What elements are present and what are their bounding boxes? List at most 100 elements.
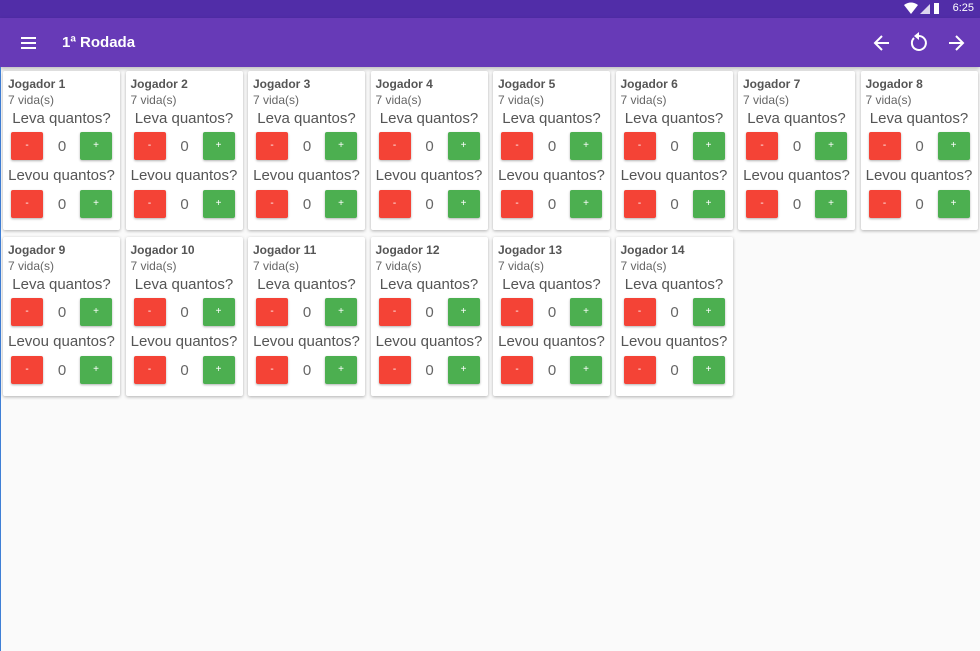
- player-lives: 7 vida(s): [498, 259, 545, 273]
- won-value: 0: [792, 196, 802, 213]
- bid-minus-button[interactable]: -: [256, 298, 288, 326]
- won-plus-button[interactable]: +: [202, 190, 235, 218]
- won-plus-button[interactable]: +: [325, 190, 357, 218]
- bid-plus-button[interactable]: +: [202, 298, 235, 326]
- bid-label: Leva quantos?: [624, 276, 724, 293]
- clock: 6:25: [952, 2, 974, 14]
- won-minus-button[interactable]: -: [11, 190, 43, 218]
- won-minus-button[interactable]: -: [623, 356, 656, 384]
- won-plus-button[interactable]: +: [325, 356, 357, 384]
- won-label: Levou quantos?: [375, 333, 483, 350]
- bid-minus-button[interactable]: -: [501, 132, 533, 160]
- bid-label: Leva quantos?: [12, 276, 111, 293]
- bid-minus-button[interactable]: -: [378, 132, 411, 160]
- bid-label: Leva quantos?: [379, 110, 479, 127]
- player-name: Jogador 5: [498, 77, 556, 91]
- bid-plus-button[interactable]: +: [325, 298, 357, 326]
- bid-value: 0: [425, 138, 434, 155]
- bid-label: Leva quantos?: [747, 110, 846, 127]
- won-value: 0: [670, 196, 679, 213]
- won-minus-button[interactable]: -: [133, 356, 166, 384]
- bid-plus-button[interactable]: +: [570, 132, 602, 160]
- won-plus-button[interactable]: +: [692, 190, 725, 218]
- won-plus-button[interactable]: +: [570, 190, 602, 218]
- player-lives: 7 vida(s): [130, 259, 177, 273]
- won-label: Levou quantos?: [253, 167, 360, 184]
- bid-minus-button[interactable]: -: [746, 132, 778, 160]
- bid-minus-button[interactable]: -: [256, 132, 288, 160]
- won-minus-button[interactable]: -: [378, 356, 411, 384]
- won-plus-button[interactable]: +: [447, 190, 480, 218]
- won-label: Levou quantos?: [743, 167, 850, 184]
- menu-button[interactable]: [20, 36, 38, 50]
- bid-plus-button[interactable]: +: [80, 298, 112, 326]
- bid-value: 0: [57, 304, 67, 321]
- won-label: Levou quantos?: [865, 167, 973, 184]
- bid-value: 0: [670, 304, 679, 321]
- won-minus-button[interactable]: -: [11, 356, 43, 384]
- won-plus-button[interactable]: +: [692, 356, 725, 384]
- player-name: Jogador 9: [8, 243, 66, 257]
- bid-plus-button[interactable]: +: [325, 132, 357, 160]
- bid-minus-button[interactable]: -: [378, 298, 411, 326]
- won-plus-button[interactable]: +: [80, 190, 112, 218]
- won-label: Levou quantos?: [8, 167, 115, 184]
- player-card: Jogador 11 7 vida(s) Leva quantos? -0 + Levou…: [248, 237, 365, 396]
- bid-minus-button[interactable]: -: [868, 132, 901, 160]
- won-plus-button[interactable]: +: [570, 356, 602, 384]
- bid-value: 0: [425, 304, 434, 321]
- reset-button[interactable]: [908, 32, 930, 54]
- bid-plus-button[interactable]: +: [202, 132, 235, 160]
- won-plus-button[interactable]: +: [80, 356, 112, 384]
- won-value: 0: [180, 362, 189, 379]
- app-bar: 1ª Rodada: [0, 18, 980, 67]
- bid-plus-button[interactable]: +: [692, 298, 725, 326]
- player-name: Jogador 12: [375, 243, 440, 257]
- won-minus-button[interactable]: -: [133, 190, 166, 218]
- bid-label: Leva quantos?: [502, 110, 601, 127]
- bid-label: Leva quantos?: [379, 276, 479, 293]
- bid-plus-button[interactable]: +: [80, 132, 112, 160]
- won-plus-button[interactable]: +: [937, 190, 970, 218]
- player-name: Jogador 7: [743, 77, 801, 91]
- won-minus-button[interactable]: -: [623, 190, 656, 218]
- bid-value: 0: [180, 304, 189, 321]
- bid-plus-button[interactable]: +: [692, 132, 725, 160]
- bid-label: Leva quantos?: [134, 110, 234, 127]
- won-minus-button[interactable]: -: [256, 356, 288, 384]
- player-name: Jogador 1: [8, 77, 66, 91]
- won-minus-button[interactable]: -: [868, 190, 901, 218]
- bid-plus-button[interactable]: +: [937, 132, 970, 160]
- bid-plus-button[interactable]: +: [447, 298, 480, 326]
- won-value: 0: [425, 362, 434, 379]
- won-value: 0: [547, 196, 557, 213]
- won-minus-button[interactable]: -: [256, 190, 288, 218]
- won-value: 0: [915, 196, 924, 213]
- won-minus-button[interactable]: -: [501, 190, 533, 218]
- won-plus-button[interactable]: +: [447, 356, 480, 384]
- player-lives: 7 vida(s): [743, 93, 790, 107]
- bid-label: Leva quantos?: [12, 110, 111, 127]
- forward-button[interactable]: [946, 33, 966, 53]
- won-plus-button[interactable]: +: [815, 190, 847, 218]
- bid-minus-button[interactable]: -: [11, 132, 43, 160]
- bid-minus-button[interactable]: -: [623, 298, 656, 326]
- won-plus-button[interactable]: +: [202, 356, 235, 384]
- won-minus-button[interactable]: -: [746, 190, 778, 218]
- bid-plus-button[interactable]: +: [447, 132, 480, 160]
- won-minus-button[interactable]: -: [378, 190, 411, 218]
- bid-minus-button[interactable]: -: [133, 298, 166, 326]
- bid-minus-button[interactable]: -: [623, 132, 656, 160]
- bid-plus-button[interactable]: +: [570, 298, 602, 326]
- player-lives: 7 vida(s): [8, 259, 55, 273]
- bid-plus-button[interactable]: +: [815, 132, 847, 160]
- bid-minus-button[interactable]: -: [11, 298, 43, 326]
- won-label: Levou quantos?: [498, 167, 605, 184]
- bid-minus-button[interactable]: -: [133, 132, 166, 160]
- bid-minus-button[interactable]: -: [501, 298, 533, 326]
- player-lives: 7 vida(s): [620, 93, 667, 107]
- back-button[interactable]: [872, 33, 892, 53]
- won-value: 0: [425, 196, 434, 213]
- won-minus-button[interactable]: -: [501, 356, 533, 384]
